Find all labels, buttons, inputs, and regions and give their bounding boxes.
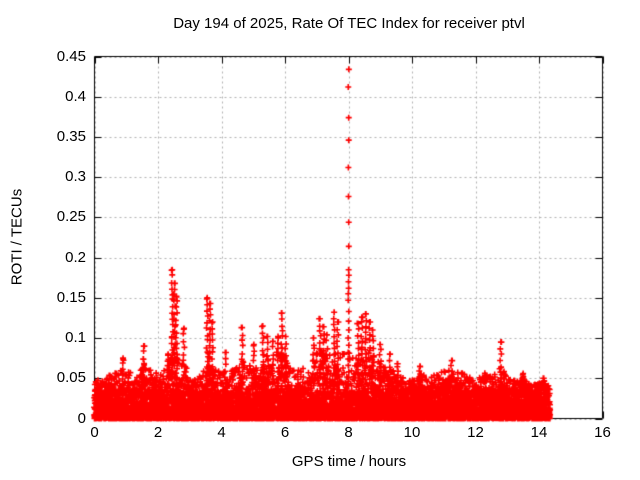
x-tick-label: 6 <box>280 424 290 441</box>
y-tick-label: 0.15 <box>56 288 86 306</box>
x-tick-label: 14 <box>530 424 548 441</box>
y-tick-label: 0.45 <box>56 47 86 65</box>
x-tick-label: 12 <box>467 424 484 441</box>
y-tick-label: 0.3 <box>65 168 86 186</box>
y-tick-label: 0 <box>77 409 86 427</box>
y-tick-label: 0.35 <box>56 127 86 145</box>
x-axis-label: GPS time / hours <box>291 453 407 470</box>
x-tick-label: 8 <box>344 424 353 441</box>
y-tick-label: 0.05 <box>56 369 86 387</box>
x-tick-label: 4 <box>217 424 226 441</box>
y-tick-label: 0.25 <box>56 208 86 226</box>
x-tick-label: 0 <box>90 424 99 441</box>
y-tick-label: 0.1 <box>65 329 86 347</box>
x-tick-label: 2 <box>153 424 163 441</box>
y-tick-label: 0.2 <box>65 248 86 266</box>
y-axis-label-text: ROTI / TECUs <box>8 188 26 286</box>
x-tick-label: 10 <box>403 424 421 441</box>
y-tick-label: 0.4 <box>65 87 86 105</box>
chart-title: Day 194 of 2025, Rate Of TEC Index for r… <box>173 15 525 32</box>
x-tick-label: 16 <box>594 424 611 441</box>
